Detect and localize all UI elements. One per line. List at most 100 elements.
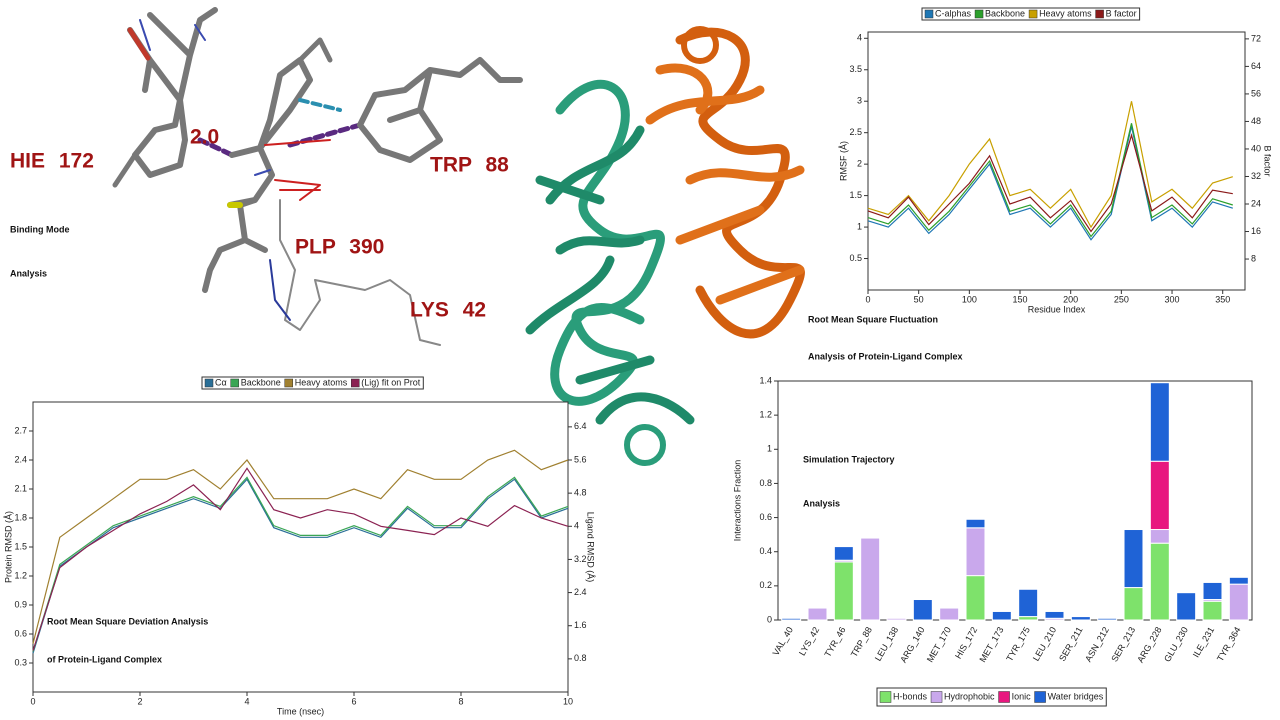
series-line <box>32 449 569 644</box>
bar-segment <box>1044 610 1065 619</box>
y2-axis-label: B factor <box>1263 145 1273 176</box>
x-tick-label: ARG_228 <box>1135 625 1163 664</box>
x-tick-label: TRP_88 <box>849 625 874 659</box>
bar-segment <box>1228 576 1249 585</box>
x-tick-label: 100 <box>962 294 977 304</box>
y2-tick-label: 8 <box>1251 253 1256 263</box>
y-tick-label: 0 <box>767 614 772 624</box>
y-tick-label: 2.4 <box>14 454 27 464</box>
legend-label: Backbone <box>985 8 1025 18</box>
y-tick-label: 1 <box>857 221 862 231</box>
section-title: Binding Mode <box>10 224 70 234</box>
y2-tick-label: 72 <box>1251 33 1261 43</box>
bar-segment <box>965 527 986 577</box>
legend: C-alphas Backbone Heavy atoms B factor <box>921 7 1141 21</box>
x-tick-label: SER_211 <box>1057 625 1085 663</box>
x-tick-label: LYS_42 <box>797 625 821 657</box>
x-tick-label: 10 <box>563 696 573 706</box>
y2-tick-label: 2.4 <box>574 587 587 597</box>
y-tick-label: 1.2 <box>14 570 27 580</box>
legend-label: Water bridges <box>1048 691 1104 701</box>
x-axis-label: Time (nsec) <box>277 706 324 716</box>
x-axis-label: Residue Index <box>1028 304 1086 314</box>
legend-label: C-alphas <box>935 8 972 18</box>
x-tick-label: 0 <box>30 696 35 706</box>
y-tick-label: 2.1 <box>14 483 27 493</box>
y-tick-label: 2.5 <box>849 127 862 137</box>
legend-swatch <box>879 691 892 703</box>
plot-frame <box>777 380 1253 621</box>
y-tick-label: 4 <box>857 33 862 43</box>
y-tick-label: 1 <box>767 444 772 454</box>
legend-swatch <box>974 9 984 19</box>
x-tick-label: VAL_40 <box>771 625 795 657</box>
y2-tick-label: 5.6 <box>574 454 587 464</box>
x-tick-label: TYR_364 <box>1215 625 1243 663</box>
legend-swatch <box>351 378 360 388</box>
y-tick-label: 3.5 <box>849 64 862 74</box>
bar-segment <box>965 518 986 529</box>
bar-segment <box>991 610 1012 621</box>
series-line <box>867 123 1233 238</box>
bar-segment <box>1123 529 1144 589</box>
residue-label: HIE 172 <box>10 150 94 173</box>
chart: 0.3 0.6 0.9 1.2 1.5 1.8 2.1 2.4 2.7 0.8 1.6 2.4 3.2 4… <box>3 376 596 716</box>
legend-swatch <box>230 378 239 388</box>
bar-segment <box>833 561 854 621</box>
series-line <box>867 126 1233 241</box>
y2-tick-label: 32 <box>1251 171 1261 181</box>
bar-segment <box>912 599 933 621</box>
y2-tick-label: 0.8 <box>574 653 587 663</box>
residue-label: LYS 42 <box>410 299 486 322</box>
chart-title: Root Mean Square Deviation Analysis <box>47 616 208 626</box>
y2-tick-label: 16 <box>1251 226 1261 236</box>
series-line <box>867 101 1233 229</box>
legend-label: B factor <box>1106 8 1137 18</box>
x-tick-label: 50 <box>914 294 924 304</box>
y2-tick-label: 4 <box>574 521 579 531</box>
y2-tick-label: 6.4 <box>574 421 587 431</box>
y-tick-label: 1.5 <box>14 541 27 551</box>
section-title: Analysis <box>10 268 47 278</box>
y2-axis-label: Ligand RMSD (Å) <box>586 512 596 583</box>
x-tick-label: SER_213 <box>1109 625 1137 663</box>
bar-segment <box>886 617 907 621</box>
y-tick-label: 0.2 <box>759 580 772 590</box>
y-tick-label: 0.4 <box>759 546 772 556</box>
y-tick-label: 0.6 <box>759 512 772 522</box>
legend-label: Hydrophobic <box>944 691 995 701</box>
x-tick-label: 8 <box>458 696 463 706</box>
legend-swatch <box>1034 691 1046 703</box>
x-tick-label: MET_173 <box>977 625 1005 664</box>
x-tick-label: GLU_230 <box>1162 625 1190 663</box>
x-tick-label: HIS_172 <box>953 625 979 660</box>
bar-segment <box>807 607 828 621</box>
chart-title: Root Mean Square Fluctuation <box>808 314 938 324</box>
legend-swatch <box>1028 9 1038 19</box>
x-tick-label: MET_170 <box>925 625 953 664</box>
bar-segment <box>1149 542 1170 621</box>
legend: H-bonds Hydrophobic Ionic Water bridges <box>876 687 1107 707</box>
y-axis-label: Interactions Fraction <box>732 460 742 542</box>
y-tick-label: 0.3 <box>14 657 27 667</box>
x-tick-label: ASN_212 <box>1083 625 1111 663</box>
plot-frame <box>867 31 1246 291</box>
bar-segment <box>1149 529 1170 544</box>
legend-label: Heavy atoms <box>1039 8 1092 18</box>
y-tick-label: 1.4 <box>759 375 772 385</box>
y2-tick-label: 56 <box>1251 88 1261 98</box>
residue-label: PLP 390 <box>295 236 384 259</box>
legend: Cα Backbone Heavy atoms (Lig) fit on Prot <box>201 376 424 390</box>
legend-swatch <box>284 378 293 388</box>
y-tick-label: 0.6 <box>14 628 27 638</box>
y2-tick-label: 3.2 <box>574 554 587 564</box>
bar-segment <box>1097 617 1118 621</box>
bar-segment <box>1202 600 1223 621</box>
plot-frame <box>32 401 569 693</box>
chart-title: Analysis <box>803 498 840 508</box>
bar-segment <box>1228 583 1249 621</box>
x-tick-label: 0 <box>865 294 870 304</box>
y-axis-label: Protein RMSD (Å) <box>3 511 13 583</box>
